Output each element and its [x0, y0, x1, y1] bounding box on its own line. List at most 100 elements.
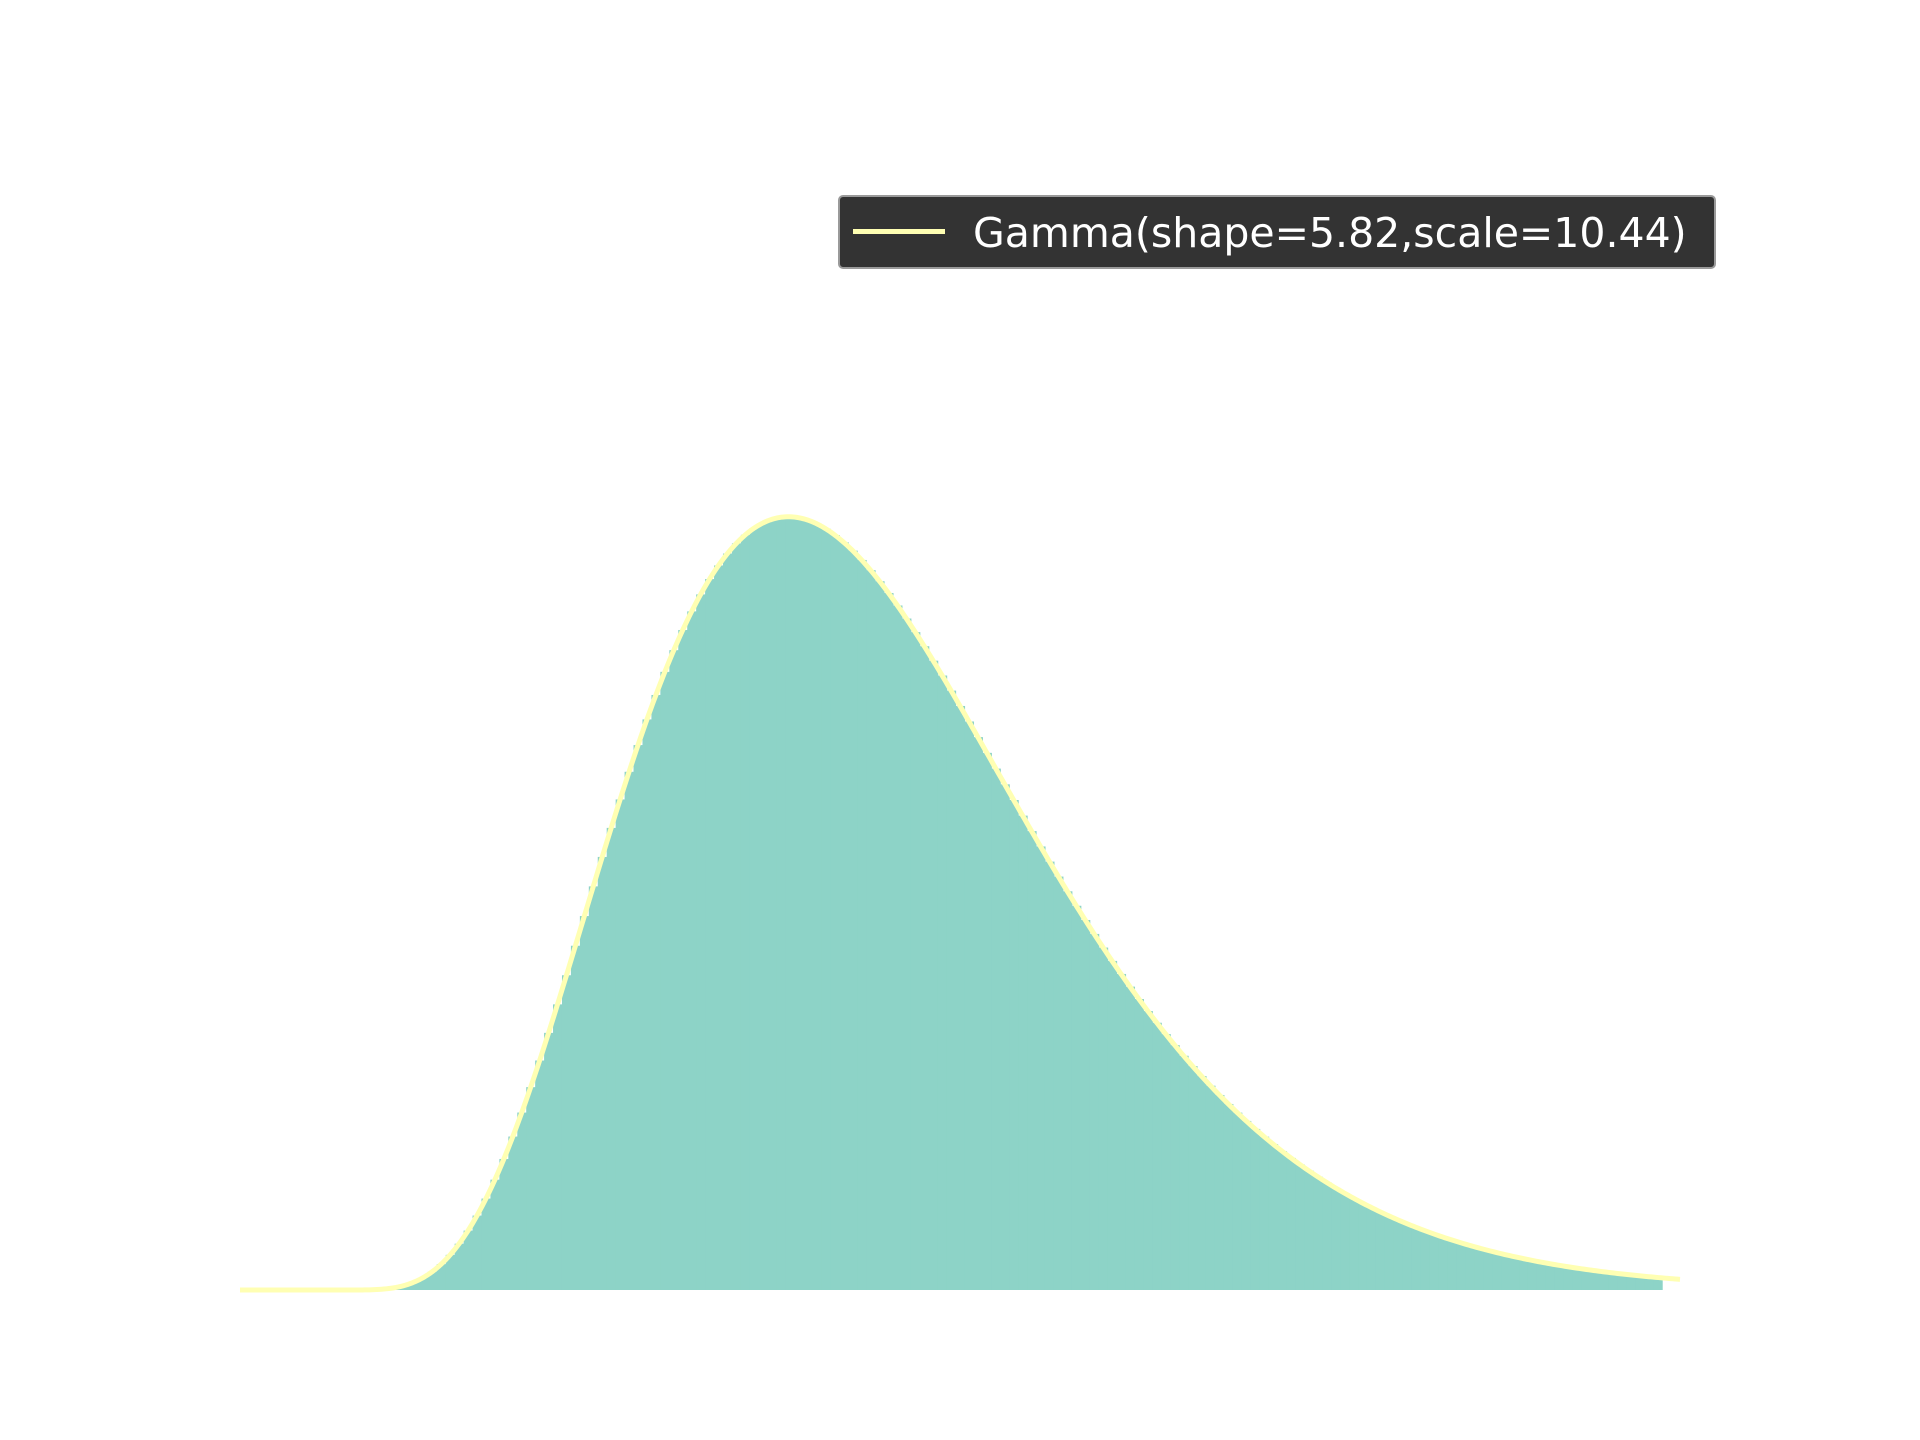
- histogram-bin: [1581, 1269, 1592, 1290]
- histogram-bin: [517, 1112, 527, 1290]
- histogram-bin: [696, 594, 706, 1290]
- histogram-bin: [1358, 1202, 1368, 1290]
- histogram-bin: [928, 660, 939, 1290]
- histogram-bin: [946, 690, 957, 1290]
- histogram-bin: [1044, 861, 1055, 1290]
- histogram-bin: [1071, 905, 1082, 1290]
- histogram-bin: [1179, 1055, 1189, 1290]
- legend: Gamma(shape=5.82,scale=10.44): [838, 195, 1716, 269]
- histogram-bin: [892, 605, 903, 1290]
- histogram-bin: [606, 827, 617, 1290]
- histogram-bin: [1089, 933, 1100, 1290]
- histogram-bin: [1456, 1242, 1466, 1290]
- histogram-bin: [982, 752, 992, 1290]
- histogram-bin: [1295, 1164, 1305, 1290]
- histogram-bin: [1188, 1066, 1198, 1290]
- histogram-bin: [866, 570, 876, 1290]
- histogram-bin: [570, 945, 581, 1290]
- histogram-bin: [1590, 1270, 1601, 1290]
- histogram-bin: [1205, 1085, 1216, 1290]
- histogram-bin: [1080, 919, 1091, 1290]
- histogram-bin: [740, 534, 751, 1290]
- histogram-bin: [901, 618, 912, 1290]
- histogram-bin: [508, 1136, 518, 1290]
- histogram-bin: [1107, 960, 1118, 1290]
- histogram-bin: [1519, 1258, 1529, 1290]
- histogram-bin: [714, 565, 724, 1290]
- histogram-bin: [1304, 1170, 1314, 1290]
- histogram-bin: [722, 553, 733, 1290]
- histogram-bin: [1653, 1277, 1663, 1290]
- histogram-bin: [1197, 1076, 1207, 1290]
- histogram-bin: [705, 579, 715, 1290]
- histogram-bin: [758, 522, 769, 1290]
- histogram-bin: [1313, 1176, 1323, 1290]
- histogram-bin: [1232, 1112, 1243, 1290]
- histogram-bin: [1527, 1260, 1538, 1290]
- histogram-bin: [812, 523, 822, 1290]
- histogram-bin: [767, 519, 778, 1290]
- histogram-bin: [1259, 1136, 1270, 1290]
- histogram-bin: [1375, 1211, 1386, 1290]
- histogram-bin: [875, 581, 885, 1290]
- histogram-bin: [1429, 1234, 1440, 1290]
- histogram-bin: [472, 1215, 483, 1290]
- histogram-bin: [660, 671, 670, 1290]
- histogram-bin: [1125, 986, 1136, 1290]
- histogram-bin: [678, 629, 688, 1290]
- histogram-bin: [1322, 1182, 1332, 1290]
- histogram-bin: [642, 719, 653, 1290]
- histogram-bin: [499, 1158, 509, 1290]
- histogram-bin: [1286, 1157, 1296, 1290]
- histogram-bin: [1572, 1268, 1583, 1290]
- histogram-bin: [1384, 1216, 1395, 1290]
- histogram-bin: [848, 550, 858, 1290]
- histogram-bin: [991, 768, 1001, 1290]
- histogram-bin: [1116, 973, 1127, 1290]
- histogram-bin: [651, 694, 661, 1290]
- histogram-bin: [1018, 815, 1028, 1290]
- histogram-bin: [1536, 1262, 1547, 1290]
- histogram-bin: [427, 1271, 438, 1290]
- histogram-bin: [544, 1032, 554, 1290]
- histogram-bin: [937, 675, 948, 1290]
- histogram-bin: [1483, 1250, 1493, 1290]
- histogram-bin: [910, 632, 921, 1290]
- histogram-bin: [615, 799, 626, 1290]
- histogram-bin: [1599, 1271, 1610, 1290]
- histogram-bin: [1053, 876, 1064, 1290]
- histogram-bin: [1402, 1223, 1413, 1290]
- histogram-bin: [1554, 1265, 1565, 1290]
- histogram-bin: [454, 1243, 465, 1290]
- histogram-bin: [1626, 1274, 1636, 1290]
- histogram-bin: [1214, 1094, 1225, 1290]
- histogram-bin: [857, 559, 867, 1290]
- histogram-bin: [1545, 1263, 1556, 1290]
- histogram-bin: [1268, 1144, 1279, 1290]
- histogram-bin: [490, 1179, 500, 1290]
- histogram-bin: [919, 646, 930, 1290]
- histogram-bin: [1447, 1240, 1457, 1290]
- histogram: [356, 516, 1663, 1290]
- histogram-bin: [1501, 1254, 1511, 1290]
- histogram-bin: [1393, 1220, 1404, 1290]
- histogram-bin: [597, 856, 608, 1290]
- gamma-pdf-line: [239, 514, 1681, 1293]
- histogram-bin: [1170, 1045, 1180, 1290]
- histogram-bin: [1563, 1266, 1574, 1290]
- histogram-bin: [1438, 1237, 1449, 1290]
- histogram-bin: [1411, 1227, 1422, 1290]
- histogram-bin: [1036, 846, 1046, 1290]
- histogram-bin: [1241, 1120, 1252, 1290]
- histogram-bin: [785, 516, 796, 1290]
- histogram-bin: [553, 1004, 563, 1290]
- histogram-bin: [803, 520, 814, 1290]
- histogram-bin: [1420, 1230, 1431, 1290]
- histogram-bin: [624, 771, 635, 1290]
- histogram-bin: [794, 517, 805, 1290]
- histogram-bin: [1098, 947, 1109, 1290]
- histogram-bin: [481, 1198, 492, 1290]
- histogram-bin: [1465, 1245, 1475, 1290]
- legend-line-swatch: [853, 229, 945, 234]
